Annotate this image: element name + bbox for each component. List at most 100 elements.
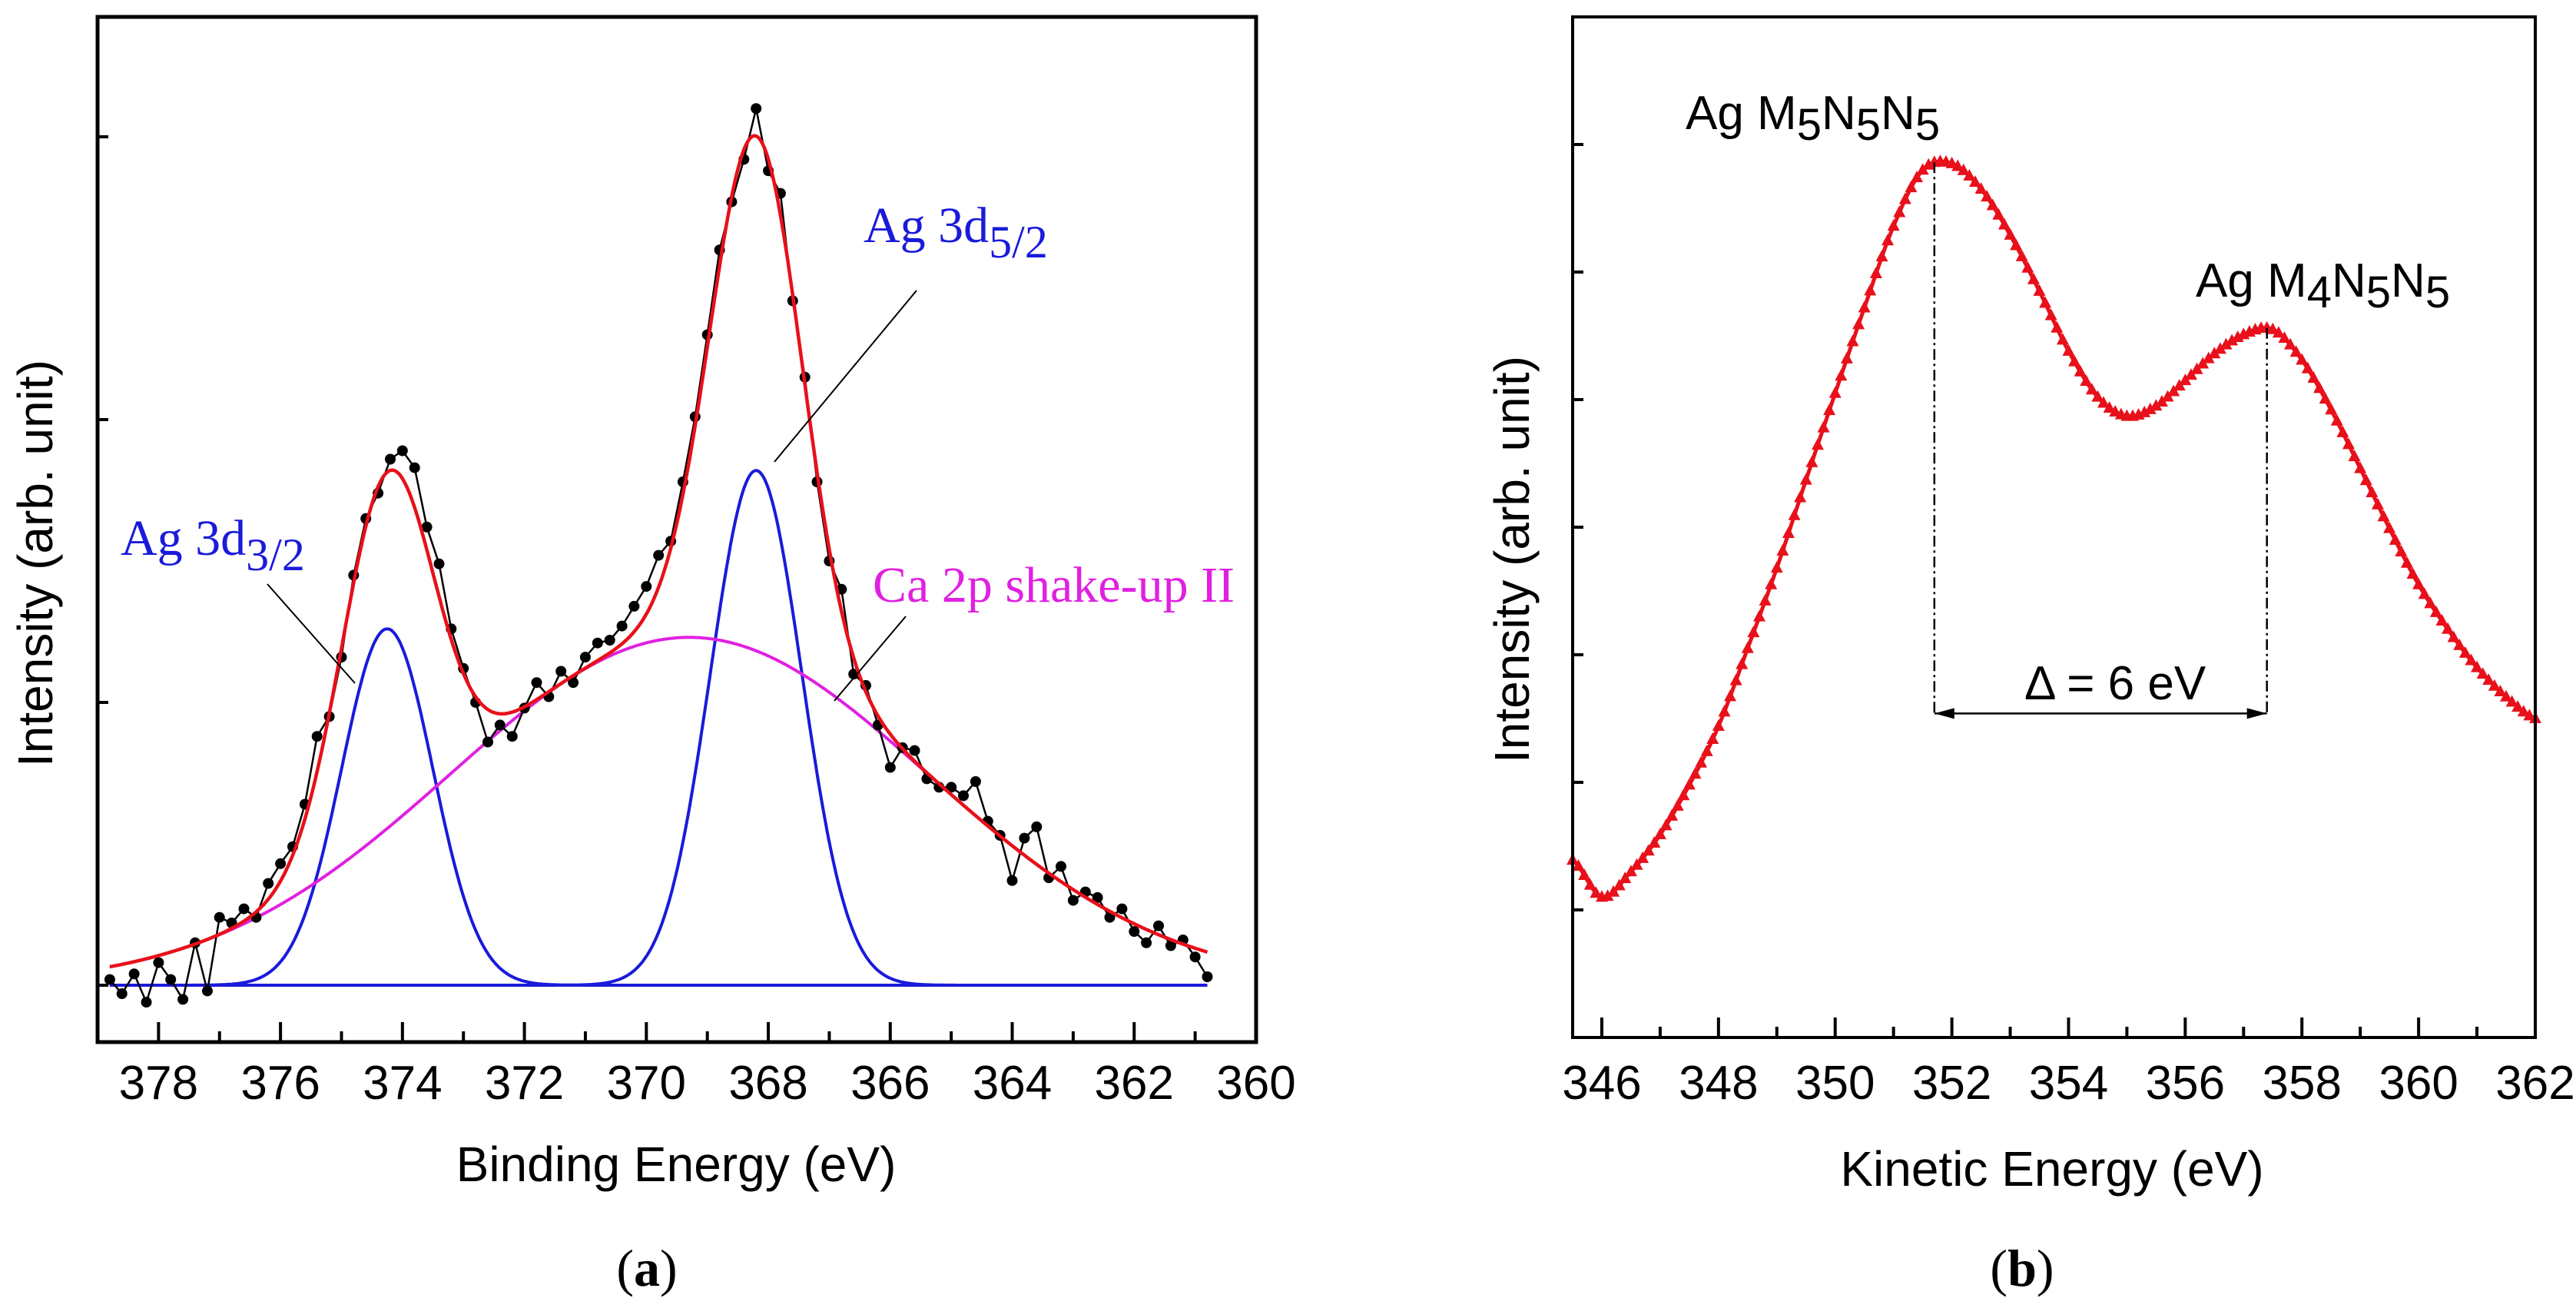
data-point-triangle — [1893, 205, 1906, 217]
x-tick-label: 360 — [2379, 1057, 2458, 1110]
data-point-triangle — [1799, 473, 1812, 485]
data-point-triangle — [1671, 798, 1684, 811]
data-point-triangle — [1759, 593, 1772, 606]
data-point-triangle — [2435, 613, 2448, 626]
x-tick-label: 362 — [2495, 1057, 2574, 1110]
data-point-triangle — [2155, 394, 2168, 407]
data-point — [421, 521, 433, 533]
x-tick-label: 378 — [119, 1057, 198, 1110]
data-point-triangle — [1718, 705, 1731, 717]
data-point-triangle — [1683, 778, 1696, 790]
data-point-triangle — [1689, 767, 1702, 779]
data-point-triangle — [1578, 868, 1591, 880]
label-ag-3d52: Ag 3d5/2 — [864, 198, 1048, 267]
label-ca-2p-shake-up: Ca 2p shake-up II — [873, 557, 1235, 613]
data-point — [275, 858, 287, 869]
data-point — [1189, 951, 1201, 963]
data-point-triangle — [1712, 719, 1725, 731]
data-point-triangle — [1765, 577, 1778, 589]
data-point-triangle — [1811, 438, 1824, 450]
x-tick-label: 362 — [1095, 1057, 1174, 1110]
data-point-triangle — [1619, 871, 1632, 884]
data-point — [141, 997, 152, 1008]
data-point-triangle — [2511, 700, 2525, 712]
data-point — [1019, 832, 1030, 844]
data-point-triangle — [1736, 657, 1749, 669]
x-tick-label: 348 — [1679, 1057, 1758, 1110]
data-point — [568, 677, 579, 689]
data-point-triangle — [2097, 396, 2110, 408]
panel-a-ylabel: Intensity (arb. unit) — [8, 360, 63, 767]
data-point-triangle — [1724, 689, 1737, 702]
data-point — [1067, 895, 1079, 906]
data-point — [409, 462, 420, 473]
data-point — [1153, 920, 1164, 931]
component-curve-1 — [109, 469, 1208, 987]
data-point-triangle — [2091, 390, 2104, 402]
x-tick-label: 368 — [728, 1057, 807, 1110]
data-point-triangle — [2015, 249, 2028, 261]
data-point-triangle — [1776, 543, 1789, 556]
data-point-triangle — [2383, 521, 2396, 533]
data-point — [592, 637, 603, 649]
label-ag-m5n5n5: Ag M5N5N5 — [1686, 87, 1940, 150]
data-point — [555, 666, 567, 677]
data-point — [1056, 861, 1066, 872]
data-point-triangle — [1666, 808, 1679, 821]
data-point-triangle — [2354, 461, 2367, 473]
data-point-triangle — [1590, 886, 1603, 898]
leader-ag-3d52 — [774, 290, 917, 463]
data-point-triangle — [2226, 334, 2239, 346]
data-point-triangle — [1607, 885, 1620, 897]
x-tick-label: 374 — [363, 1057, 442, 1110]
data-point — [884, 762, 896, 773]
data-point-triangle — [2068, 354, 2081, 367]
data-point-triangle — [1805, 455, 1818, 467]
panel-a-xlabel: Binding Energy (eV) — [456, 1137, 897, 1192]
data-point-triangle — [2418, 587, 2431, 599]
data-point — [494, 719, 506, 731]
data-point-triangle — [2319, 392, 2332, 404]
data-point-triangle — [2424, 596, 2437, 609]
data-point — [616, 620, 628, 632]
data-point — [1006, 875, 1018, 886]
data-point-triangle — [2465, 653, 2478, 666]
panel-b-annotations — [1933, 162, 2268, 719]
data-point-triangle — [1992, 207, 2005, 220]
data-point-triangle — [1968, 175, 1981, 188]
data-point-triangle — [1741, 641, 1754, 653]
panel-b: 346 348 350 352 354 356 358 360 362 Ag M5N5N5 Ag… — [1484, 15, 2575, 1297]
data-point-triangle — [1747, 626, 1760, 638]
data-point — [628, 600, 640, 612]
data-point-triangle — [1981, 190, 1994, 202]
data-point-triangle — [2027, 272, 2040, 284]
data-point-triangle — [2202, 351, 2215, 364]
data-point-triangle — [2359, 473, 2372, 486]
data-point-triangle — [2074, 364, 2087, 377]
panel-a: 378 376 374 372 370 368 366 364 362 360 Ag 3d3/2 … — [8, 15, 1296, 1297]
data-point-triangle — [1986, 198, 1999, 211]
data-point-triangle — [1817, 420, 1830, 433]
data-point — [201, 985, 213, 997]
data-point-triangle — [2080, 374, 2093, 387]
data-point-triangle — [2517, 705, 2530, 717]
data-point-triangle — [2348, 450, 2361, 462]
data-point-triangle — [2289, 345, 2302, 357]
data-point-triangle — [1630, 858, 1643, 870]
panel-b-caption: (b) — [1990, 1239, 2054, 1297]
data-point — [751, 103, 762, 115]
data-point-triangle — [2412, 577, 2425, 589]
data-point-triangle — [2266, 322, 2279, 334]
data-point-triangle — [2138, 405, 2151, 417]
x-tick-label: 364 — [973, 1057, 1052, 1110]
arrowhead-right-icon — [2246, 708, 2267, 719]
data-point — [1165, 940, 1176, 951]
data-point-triangle — [2213, 342, 2226, 354]
data-point-triangle — [1974, 182, 1988, 194]
label-ag-3d32: Ag 3d3/2 — [121, 510, 305, 580]
data-point-triangle — [2377, 510, 2390, 522]
data-point-triangle — [2301, 361, 2314, 373]
data-point — [579, 652, 591, 663]
data-point-triangle — [2044, 308, 2057, 320]
label-ag-m4n5n5: Ag M4N5N5 — [2196, 254, 2450, 317]
